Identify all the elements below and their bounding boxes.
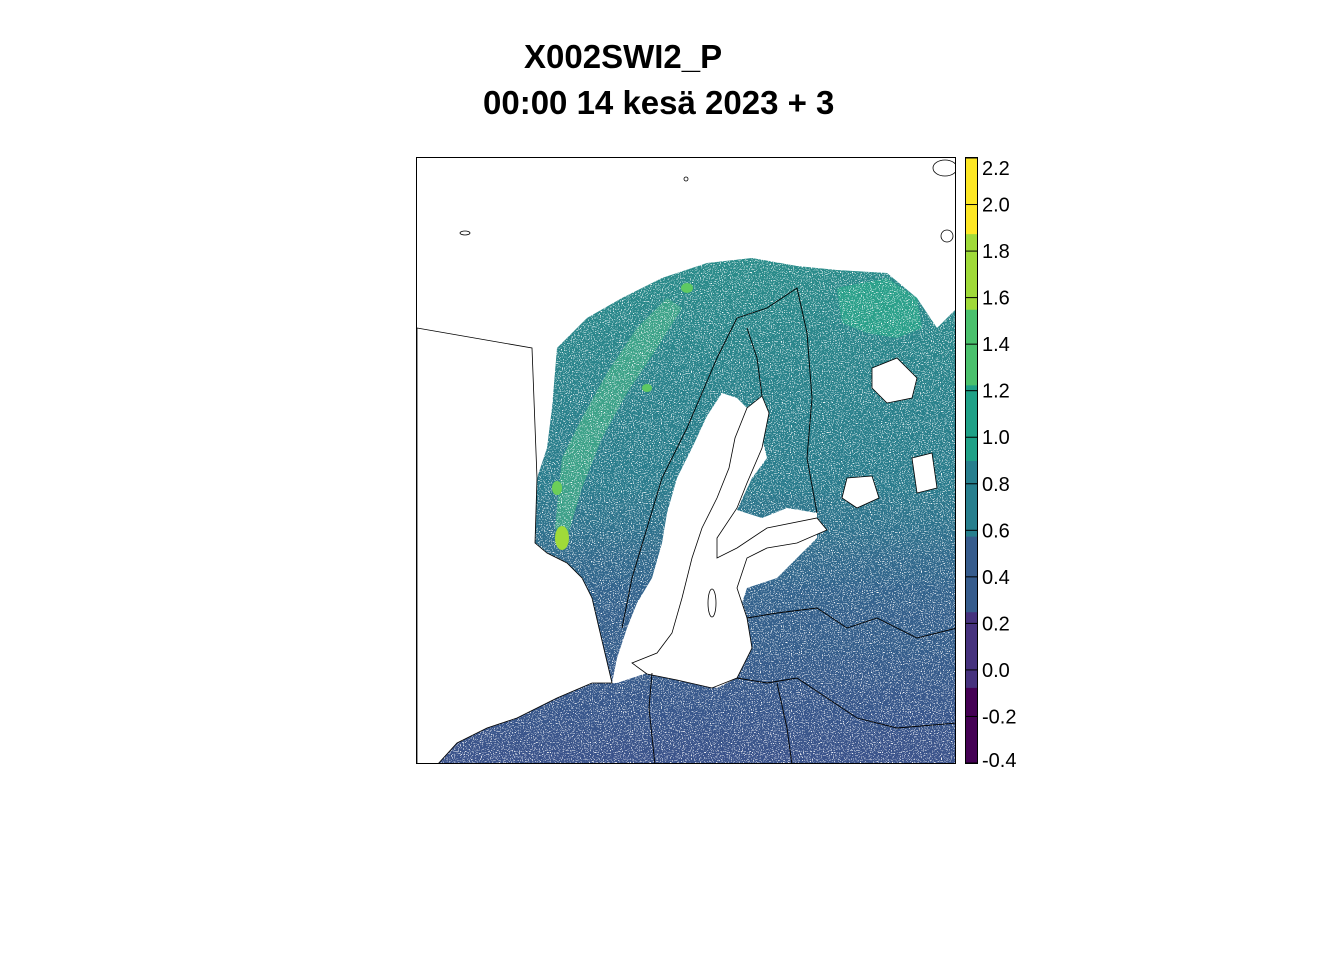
colorbar-tick-label: 2.0 (982, 195, 1010, 217)
map-panel (416, 157, 956, 764)
map-raster (417, 159, 955, 763)
colorbar-tick-label: -0.4 (982, 750, 1016, 769)
colorbar-swatch (966, 233, 977, 310)
colorbar-swatch (966, 384, 977, 461)
colorbar-tick-label: 1.6 (982, 288, 1010, 310)
colorbar-tick-label: 2.2 (982, 158, 1010, 180)
colorbar-legend: 2.2 2.0 1.8 1.6 1.4 1.2 1.0 0.8 0.6 0.4 0.2 0.0 -0.2… (965, 157, 1016, 769)
colorbar-ticks: 2.2 2.0 1.8 1.6 1.4 1.2 1.0 0.8 0.6 0.4 0.2 0.0 -0.2… (965, 157, 1016, 769)
colorbar-tick-label: 1.2 (982, 381, 1010, 403)
colorbar-tick-label: 0.6 (982, 520, 1010, 542)
colorbar-swatch (966, 536, 977, 613)
map-subtitle-time: 00:00 14 kesä 2023 + 3 (483, 84, 835, 121)
country-borders (621, 287, 955, 763)
colorbar-swatch (966, 309, 977, 386)
colorbar-tick-label: 0.2 (982, 613, 1010, 635)
colorbar-tick-label: 1.4 (982, 334, 1010, 356)
colorbar-tick-label: 0.0 (982, 660, 1010, 682)
water-bodies (417, 327, 938, 763)
colorbar-swatch (966, 687, 977, 764)
colorbar-swatch (966, 158, 977, 235)
map-title: X002SWI2_P (524, 38, 723, 75)
colorbar-tick-label: -0.2 (982, 706, 1016, 728)
colorbar-tick-label: 0.4 (982, 567, 1010, 589)
colorbar-tick-label: 1.0 (982, 427, 1010, 449)
colorbar-swatch (966, 611, 977, 688)
colorbar-swatch (966, 460, 977, 537)
colorbar-tick-label: 0.8 (982, 474, 1010, 496)
colorbar-swatches (966, 158, 977, 764)
islands (459, 159, 955, 618)
colorbar-tick-label: 1.8 (982, 241, 1010, 263)
highland-peaks (552, 283, 693, 550)
